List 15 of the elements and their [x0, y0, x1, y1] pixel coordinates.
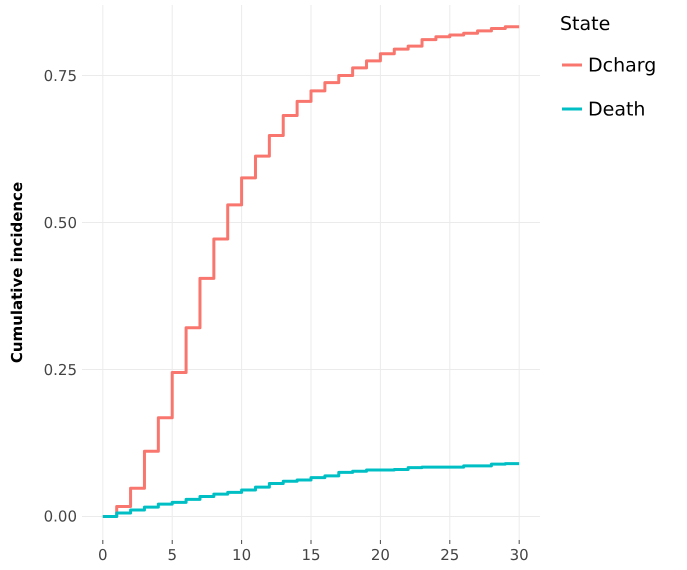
- y-tick-label: 0.25: [44, 360, 77, 379]
- y-axis-title: Cumulative incidence: [8, 182, 26, 364]
- legend-title: State: [560, 13, 610, 35]
- x-tick-label: 25: [440, 546, 460, 564]
- y-tick-label: 0.50: [44, 214, 77, 232]
- x-tick-label: 20: [370, 546, 390, 564]
- y-tick-label: 0.00: [44, 508, 77, 526]
- x-tick-label: 5: [167, 546, 177, 564]
- x-tick-label: 10: [232, 546, 252, 564]
- legend-label: Death: [588, 98, 646, 121]
- x-tick-label: 30: [510, 546, 529, 564]
- x-tick-label: 0: [98, 546, 108, 564]
- y-tick-label: 0.75: [44, 66, 77, 85]
- legend-label: Dcharg: [588, 54, 656, 77]
- x-tick-label: 15: [301, 546, 321, 564]
